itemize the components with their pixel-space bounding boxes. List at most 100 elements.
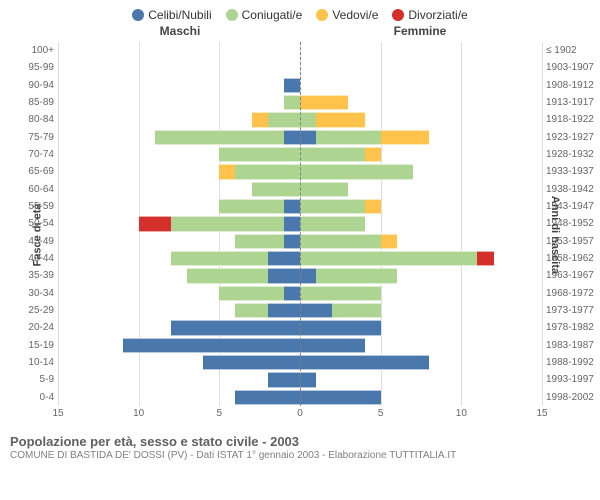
female-bar	[300, 147, 600, 162]
female-bar	[300, 372, 600, 387]
bar-segment	[252, 112, 268, 127]
bar-segment	[381, 234, 397, 249]
male-bar	[0, 130, 300, 145]
plot-area: Fasce di età Anni di nascita 100+≤ 19029…	[0, 40, 600, 430]
male-bar	[0, 303, 300, 318]
bar-segment	[268, 268, 300, 283]
bar-segment	[284, 95, 300, 110]
bar-segment	[203, 355, 300, 370]
female-bar	[300, 234, 600, 249]
bar-segment	[235, 234, 283, 249]
x-tick: 15	[52, 408, 63, 419]
male-bar	[0, 251, 300, 266]
female-bar	[300, 60, 600, 75]
female-bar	[300, 95, 600, 110]
male-bar	[0, 199, 300, 214]
bar-segment	[300, 147, 365, 162]
legend-label: Coniugati/e	[242, 8, 303, 22]
female-bar	[300, 286, 600, 301]
bar-segment	[284, 199, 300, 214]
bar-segment	[219, 199, 284, 214]
bar-segment	[300, 303, 332, 318]
female-bar	[300, 390, 600, 405]
bar-segment	[300, 216, 365, 231]
male-bar	[0, 43, 300, 58]
bar-segment	[187, 268, 268, 283]
bar-segment	[477, 251, 493, 266]
male-bar	[0, 286, 300, 301]
center-line	[300, 42, 301, 406]
bar-segment	[300, 164, 413, 179]
legend-item: Vedovi/e	[316, 8, 378, 22]
legend-dot	[132, 9, 144, 21]
bar-segment	[219, 147, 300, 162]
male-bar	[0, 182, 300, 197]
female-bar	[300, 303, 600, 318]
female-bar	[300, 216, 600, 231]
male-bar	[0, 60, 300, 75]
bar-segment	[139, 216, 171, 231]
female-bar	[300, 112, 600, 127]
male-bar	[0, 147, 300, 162]
bar-segment	[155, 130, 284, 145]
female-bar	[300, 164, 600, 179]
bar-segment	[268, 251, 300, 266]
bar-segment	[365, 147, 381, 162]
bar-segment	[300, 355, 429, 370]
male-bar	[0, 95, 300, 110]
bar-segment	[268, 112, 300, 127]
x-axis: 15105051015	[58, 408, 542, 424]
bar-segment	[300, 130, 316, 145]
legend-label: Vedovi/e	[332, 8, 378, 22]
female-bar	[300, 182, 600, 197]
bar-segment	[381, 130, 429, 145]
x-tick: 0	[297, 408, 303, 419]
bar-segment	[332, 303, 380, 318]
female-bar	[300, 78, 600, 93]
male-header: Maschi	[60, 24, 300, 38]
bar-segment	[284, 234, 300, 249]
bar-segment	[219, 286, 284, 301]
bar-segment	[300, 199, 365, 214]
bar-segment	[300, 112, 316, 127]
bar-segment	[365, 199, 381, 214]
chart-footer: Popolazione per età, sesso e stato civil…	[0, 430, 600, 461]
x-tick: 5	[378, 408, 384, 419]
bar-segment	[284, 78, 300, 93]
gender-headers: Maschi Femmine	[0, 24, 600, 40]
x-tick: 10	[133, 408, 144, 419]
female-bar	[300, 130, 600, 145]
legend-dot	[226, 9, 238, 21]
bar-segment	[316, 112, 364, 127]
male-bar	[0, 390, 300, 405]
female-bar	[300, 43, 600, 58]
bar-segment	[300, 372, 316, 387]
bar-segment	[300, 390, 381, 405]
legend-dot	[316, 9, 328, 21]
x-tick: 10	[456, 408, 467, 419]
bar-segment	[171, 320, 300, 335]
female-bar	[300, 251, 600, 266]
bar-segment	[171, 251, 268, 266]
male-bar	[0, 355, 300, 370]
bar-segment	[219, 164, 235, 179]
male-bar	[0, 112, 300, 127]
bar-segment	[235, 303, 267, 318]
female-header: Femmine	[300, 24, 540, 38]
footer-sub: COMUNE DI BASTIDA DE' DOSSI (PV) - Dati …	[10, 450, 590, 461]
bar-segment	[284, 286, 300, 301]
male-bar	[0, 234, 300, 249]
bar-segment	[284, 216, 300, 231]
male-bar	[0, 164, 300, 179]
bar-segment	[316, 268, 397, 283]
bar-segment	[252, 182, 300, 197]
bar-segment	[284, 130, 300, 145]
x-tick: 5	[217, 408, 223, 419]
bar-segment	[235, 164, 300, 179]
female-bar	[300, 199, 600, 214]
bar-segment	[235, 390, 300, 405]
x-tick: 15	[536, 408, 547, 419]
female-bar	[300, 320, 600, 335]
bar-segment	[300, 95, 348, 110]
bar-segment	[300, 182, 348, 197]
